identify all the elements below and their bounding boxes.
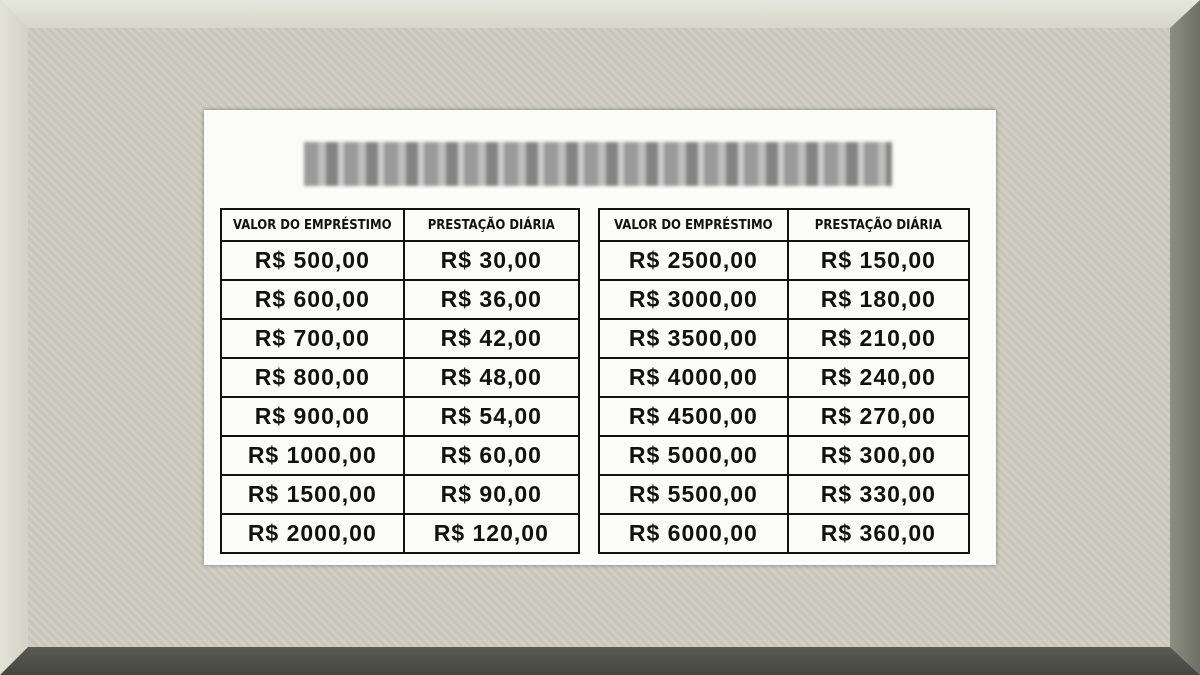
daily-installment-cell: R$ 60,00 xyxy=(402,435,581,476)
loan-table-left: VALOR DO EMPRÉSTIMO PRESTAÇÃO DIÁRIA R$ 50… xyxy=(220,208,581,554)
header-row: VALOR DO EMPRÉSTIMO PRESTAÇÃO DIÁRIA xyxy=(598,208,971,242)
header-row: VALOR DO EMPRÉSTIMO PRESTAÇÃO DIÁRIA xyxy=(220,208,581,242)
daily-installment-cell: R$ 54,00 xyxy=(402,396,581,437)
daily-installment-cell: R$ 90,00 xyxy=(402,474,581,515)
table-row: R$ 2000,00 R$ 120,00 xyxy=(220,513,581,554)
table-row: R$ 4500,00 R$ 270,00 xyxy=(598,396,971,437)
daily-installment-cell: R$ 36,00 xyxy=(402,279,581,320)
loan-amount-cell: R$ 3000,00 xyxy=(598,279,789,320)
column-header: VALOR DO EMPRÉSTIMO xyxy=(220,208,405,242)
table-row: R$ 900,00 R$ 54,00 xyxy=(220,396,581,437)
table-row: R$ 1000,00 R$ 60,00 xyxy=(220,435,581,476)
loan-amount-cell: R$ 4500,00 xyxy=(598,396,789,437)
daily-installment-cell: R$ 180,00 xyxy=(786,279,971,320)
table-row: R$ 500,00 R$ 30,00 xyxy=(220,240,581,281)
table-row: R$ 6000,00 R$ 360,00 xyxy=(598,513,971,554)
daily-installment-cell: R$ 270,00 xyxy=(786,396,971,437)
loan-amount-cell: R$ 2500,00 xyxy=(598,240,789,281)
frame-bevel-top xyxy=(0,0,1200,28)
table-row: R$ 4000,00 R$ 240,00 xyxy=(598,357,971,398)
table-row: R$ 800,00 R$ 48,00 xyxy=(220,357,581,398)
daily-installment-cell: R$ 30,00 xyxy=(402,240,581,281)
table-row: R$ 1500,00 R$ 90,00 xyxy=(220,474,581,515)
daily-installment-cell: R$ 48,00 xyxy=(402,357,581,398)
loan-amount-cell: R$ 500,00 xyxy=(220,240,405,281)
loan-amount-cell: R$ 3500,00 xyxy=(598,318,789,359)
frame-bevel-left xyxy=(0,0,28,675)
table-row: R$ 700,00 R$ 42,00 xyxy=(220,318,581,359)
daily-installment-cell: R$ 360,00 xyxy=(786,513,971,554)
loan-amount-cell: R$ 6000,00 xyxy=(598,513,789,554)
loan-amount-cell: R$ 800,00 xyxy=(220,357,405,398)
daily-installment-cell: R$ 330,00 xyxy=(786,474,971,515)
loan-amount-cell: R$ 5000,00 xyxy=(598,435,789,476)
daily-installment-cell: R$ 210,00 xyxy=(786,318,971,359)
pixelated-title xyxy=(304,142,892,186)
loan-amount-cell: R$ 600,00 xyxy=(220,279,405,320)
loan-table-document: VALOR DO EMPRÉSTIMO PRESTAÇÃO DIÁRIA R$ 50… xyxy=(204,110,996,565)
column-header: VALOR DO EMPRÉSTIMO xyxy=(598,208,789,242)
frame-bevel-bottom xyxy=(0,647,1200,675)
daily-installment-cell: R$ 240,00 xyxy=(786,357,971,398)
column-header: PRESTAÇÃO DIÁRIA xyxy=(402,208,581,242)
loan-amount-cell: R$ 4000,00 xyxy=(598,357,789,398)
daily-installment-cell: R$ 120,00 xyxy=(402,513,581,554)
table-row: R$ 5000,00 R$ 300,00 xyxy=(598,435,971,476)
loan-amount-cell: R$ 1500,00 xyxy=(220,474,405,515)
loan-amount-cell: R$ 1000,00 xyxy=(220,435,405,476)
loan-amount-cell: R$ 900,00 xyxy=(220,396,405,437)
column-header: PRESTAÇÃO DIÁRIA xyxy=(786,208,971,242)
loan-amount-cell: R$ 5500,00 xyxy=(598,474,789,515)
loan-table-right: VALOR DO EMPRÉSTIMO PRESTAÇÃO DIÁRIA R$ 25… xyxy=(598,208,971,554)
table-row: R$ 2500,00 R$ 150,00 xyxy=(598,240,971,281)
table-row: R$ 5500,00 R$ 330,00 xyxy=(598,474,971,515)
daily-installment-cell: R$ 300,00 xyxy=(786,435,971,476)
loan-amount-cell: R$ 700,00 xyxy=(220,318,405,359)
table-row: R$ 600,00 R$ 36,00 xyxy=(220,279,581,320)
table-row: R$ 3000,00 R$ 180,00 xyxy=(598,279,971,320)
daily-installment-cell: R$ 150,00 xyxy=(786,240,971,281)
daily-installment-cell: R$ 42,00 xyxy=(402,318,581,359)
loan-amount-cell: R$ 2000,00 xyxy=(220,513,405,554)
frame-bevel-right xyxy=(1170,0,1200,675)
table-row: R$ 3500,00 R$ 210,00 xyxy=(598,318,971,359)
